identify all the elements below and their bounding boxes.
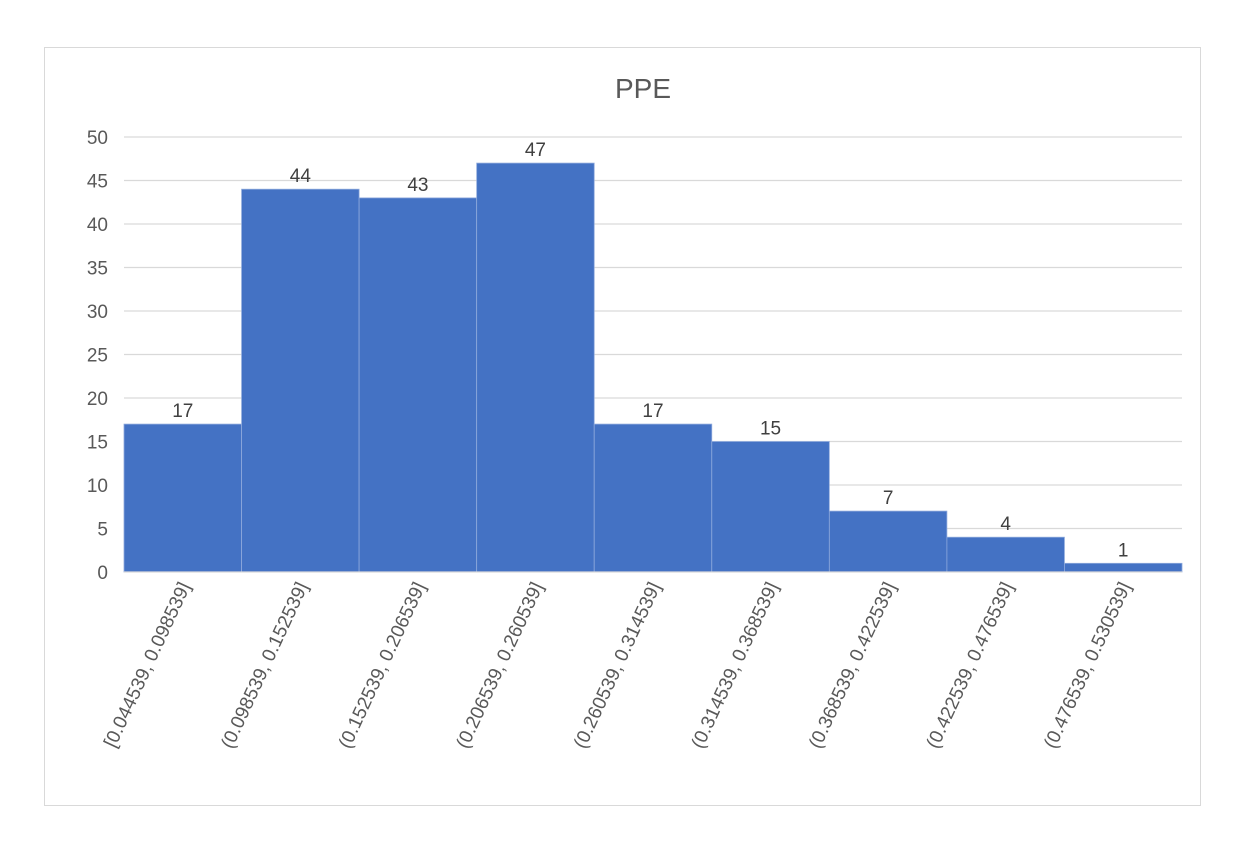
bar-value-label: 17 [172, 401, 193, 422]
bar [711, 441, 830, 573]
bar-value-label: 17 [642, 401, 663, 422]
bar-value-label: 44 [290, 166, 312, 187]
x-tick-label: (0.206539, 0.260539] [453, 579, 548, 752]
y-tick-label: 40 [87, 215, 108, 236]
bar [593, 423, 713, 573]
x-tick-label: (0.368539, 0.422539] [805, 579, 900, 752]
y-tick-label: 20 [87, 389, 108, 410]
bar [946, 536, 1065, 573]
y-tick-label: 30 [87, 302, 108, 323]
y-tick-label: 25 [87, 346, 108, 367]
y-axis-ticks: 0 5 10 15 20 25 30 35 40 45 50 [87, 128, 108, 584]
bar [358, 197, 478, 573]
x-tick-label: (0.260539, 0.314539] [570, 579, 665, 752]
x-tick-label: (0.152539, 0.206539] [335, 579, 430, 752]
chart-area: PPE 0 5 10 15 20 25 30 35 40 45 50 17 44 43 47 17 15 7 4 1… [44, 47, 1201, 806]
bar-value-label: 43 [407, 175, 428, 196]
y-tick-label: 35 [87, 259, 108, 280]
x-axis-ticks: [0.044539, 0.098539] (0.098539, 0.152539]… [100, 579, 1135, 752]
y-tick-label: 15 [87, 433, 108, 454]
x-tick-label: (0.314539, 0.368539] [688, 579, 783, 752]
bar [828, 510, 948, 573]
bar-value-label: 7 [883, 488, 894, 509]
bar-value-label: 4 [1000, 514, 1011, 535]
bar-value-label: 1 [1118, 540, 1129, 561]
bar-value-label: 15 [760, 419, 781, 440]
y-tick-label: 0 [97, 563, 108, 584]
y-tick-label: 5 [97, 520, 108, 541]
x-tick-label: (0.422539, 0.476539] [923, 579, 1018, 752]
bar [123, 423, 242, 573]
bar [241, 188, 360, 573]
y-tick-label: 45 [87, 172, 108, 193]
x-tick-label: (0.476539, 0.530539] [1040, 579, 1135, 752]
bar [1064, 562, 1183, 573]
y-tick-label: 50 [87, 128, 108, 149]
bar [476, 162, 595, 573]
bar-value-label: 47 [525, 140, 546, 161]
y-tick-label: 10 [87, 476, 108, 497]
x-tick-label: (0.098539, 0.152539] [217, 579, 312, 752]
chart-title: PPE [615, 73, 671, 104]
x-tick-label: [0.044539, 0.098539] [100, 579, 195, 751]
data-labels: 17 44 43 47 17 15 7 4 1 [172, 140, 1128, 561]
